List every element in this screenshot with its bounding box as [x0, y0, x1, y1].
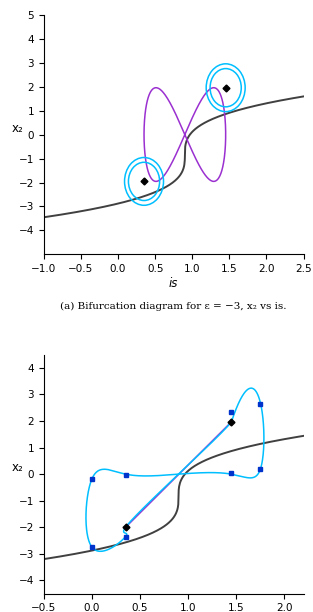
Text: (a) Bifurcation diagram for ε = −3, x₂ vs is.: (a) Bifurcation diagram for ε = −3, x₂ v… [60, 302, 287, 312]
Y-axis label: x₂: x₂ [12, 122, 24, 135]
Y-axis label: x₂: x₂ [12, 461, 24, 474]
X-axis label: is: is [169, 277, 178, 290]
